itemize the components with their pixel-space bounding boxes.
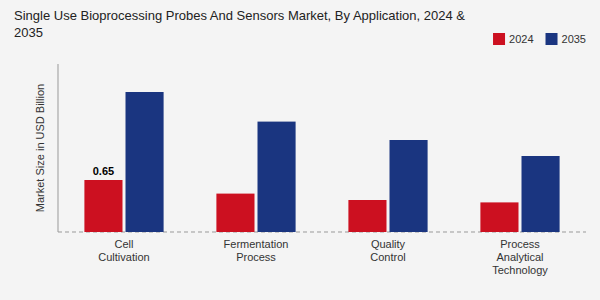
x-tick-label: FermentationProcess (224, 238, 289, 263)
bar (390, 140, 428, 232)
annotation: 0.65 (93, 165, 114, 177)
x-tick-label: CellCultivation (98, 238, 149, 263)
legend-label: 2035 (562, 33, 586, 45)
chart-svg: Single Use Bioprocessing Probes And Sens… (0, 0, 600, 300)
text-line: Fermentation (224, 238, 289, 250)
text-line: Analytical (496, 251, 543, 263)
legend: 2024 2035 (493, 33, 586, 45)
bar (216, 194, 254, 232)
bar (126, 92, 164, 232)
bar (84, 180, 122, 232)
background (0, 0, 600, 300)
text-line: Control (370, 251, 405, 263)
bars (84, 92, 559, 232)
bar (258, 122, 296, 232)
text-line: Single Use Bioprocessing Probes And Sens… (14, 8, 465, 23)
text-line: Cultivation (98, 251, 149, 263)
text-line: 2035 (14, 25, 43, 40)
bar (348, 200, 386, 232)
text-line: Cell (115, 238, 134, 250)
chart-container: Single Use Bioprocessing Probes And Sens… (0, 0, 600, 300)
y-axis-line (58, 64, 59, 232)
x-tick-label: QualityControl (370, 238, 405, 263)
legend-label: 2024 (509, 33, 533, 45)
title: Single Use Bioprocessing Probes And Sens… (14, 8, 465, 40)
text-line: Process (236, 251, 276, 263)
legend-swatch (546, 33, 558, 45)
text-line: Technology (492, 264, 548, 276)
y-axis-label: Market Size in USD Billion (34, 84, 46, 212)
text-line: Quality (371, 238, 406, 250)
bar (480, 202, 518, 232)
text-line: Process (500, 238, 540, 250)
legend-swatch (493, 33, 505, 45)
bar (522, 156, 560, 232)
x-tick-label: ProcessAnalyticalTechnology (492, 238, 548, 276)
